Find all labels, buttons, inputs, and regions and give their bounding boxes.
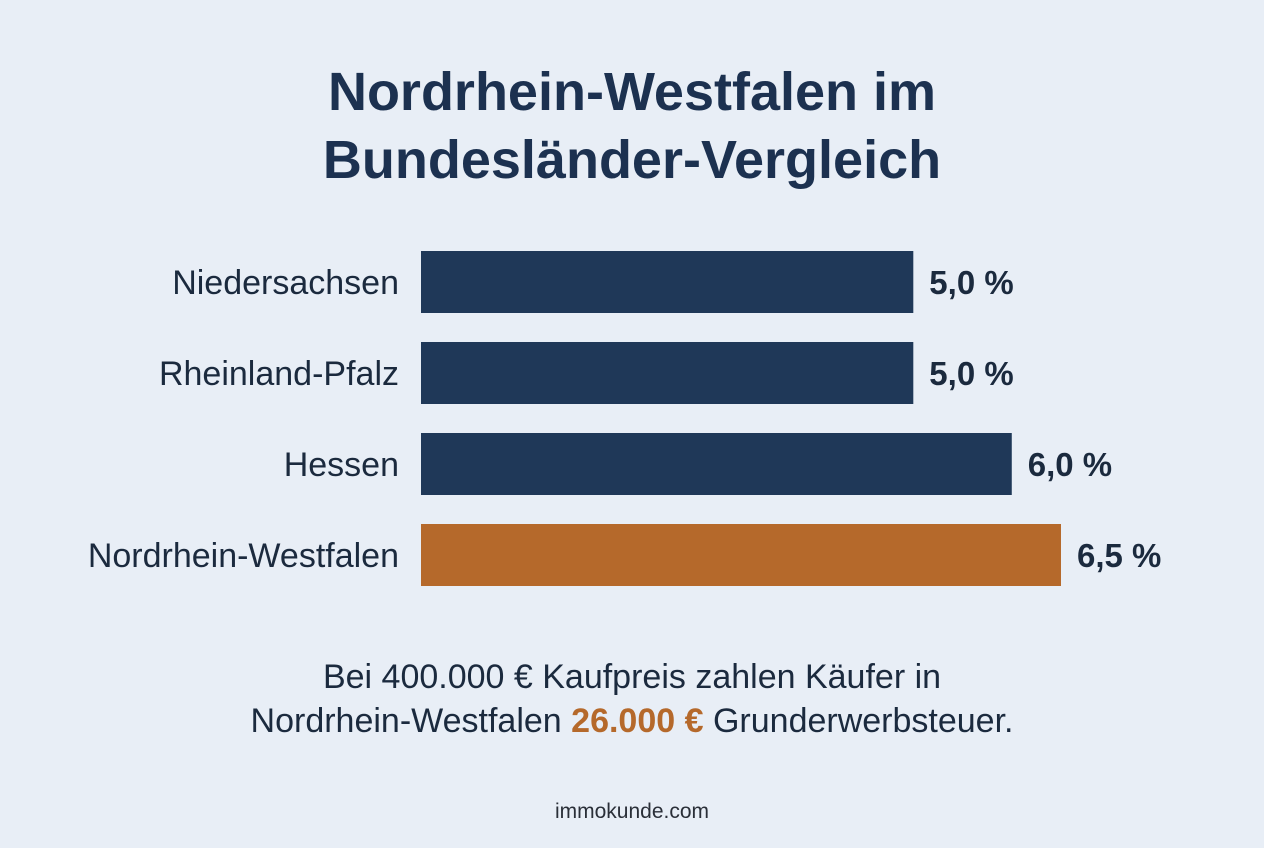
value-label: 5,0 % [929,355,1013,392]
value-label: 5,0 % [929,264,1013,301]
title-line-2: Bundesländer-Vergleich [322,130,942,190]
bar [421,524,1061,586]
category-label: Niedersachsen [172,264,399,302]
category-label: Hessen [284,446,399,484]
source-footer: immokunde.com [554,800,710,823]
note-line-1: Bei 400.000 € Kaufpreis zahlen Käufer in [322,658,942,696]
chart-title: Nordrhein-Westfalen im Bundesländer-Verg… [0,58,1264,194]
category-label: Nordrhein-Westfalen [88,537,399,575]
category-label: Rheinland-Pfalz [159,355,399,393]
value-label: 6,5 % [1077,537,1161,574]
value-label: 6,0 % [1028,446,1112,483]
title-line-1: Nordrhein-Westfalen im [327,62,937,122]
tax-amount-highlight: 26.000 € [571,702,704,740]
bar [421,433,1012,495]
bar [421,342,914,404]
summary-note: Bei 400.000 € Kaufpreis zahlen Käufer in… [0,655,1264,743]
bar-chart: Niedersachsen 5,0 % Rheinland-Pfalz 5,0 % He… [88,251,1161,586]
bar [421,251,914,313]
note-line-2-start: Nordrhein-Westfalen [250,702,572,740]
note-line-2-end: Grunderwerbsteuer. [703,702,1014,740]
